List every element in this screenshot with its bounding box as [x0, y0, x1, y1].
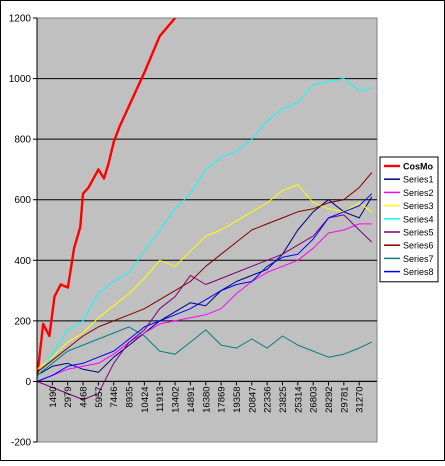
- series-line-series3: [37, 184, 373, 370]
- y-tick-label: 1000: [9, 74, 32, 85]
- legend-label-cosmo: CosMo: [403, 162, 433, 172]
- x-tick-label: 25314: [293, 386, 304, 412]
- y-tick-label: 600: [14, 195, 31, 206]
- x-tick-label: 26803: [309, 386, 320, 412]
- legend-label-series5: Series5: [403, 228, 434, 238]
- series-line-series4: [37, 78, 372, 379]
- x-tick-label: 23825: [278, 386, 289, 412]
- legend-label-series6: Series6: [403, 241, 434, 251]
- legend-label-series3: Series3: [403, 201, 434, 211]
- x-tick-label: 7446: [109, 386, 120, 407]
- x-tick-label: 10424: [140, 386, 151, 412]
- y-tick-label: 1200: [9, 14, 32, 25]
- x-tick-label: 28292: [324, 386, 335, 412]
- series-line-series2: [37, 223, 372, 382]
- y-tick-label: 0: [25, 377, 31, 388]
- axes: -200 0 200 400 600 800 1000 1200 1490 2979 4468 595…: [9, 14, 377, 449]
- series-line-series8: [37, 193, 373, 382]
- x-tick-label: 14891: [186, 386, 197, 412]
- legend-label-series8: Series8: [403, 267, 434, 277]
- x-tick-label: 1490: [48, 386, 59, 407]
- series-line-series5: [37, 214, 373, 401]
- y-tick-label: -200: [11, 438, 31, 449]
- x-tick-label: 16380: [201, 386, 212, 412]
- x-tick-label: 4468: [79, 386, 90, 407]
- legend-label-series4: Series4: [403, 214, 434, 224]
- x-tick-label: 5957: [94, 386, 105, 407]
- legend-label-series1: Series1: [403, 175, 434, 185]
- x-tick-label: 17869: [217, 386, 228, 412]
- y-tick-label: 200: [14, 316, 31, 327]
- x-tick-label: 13402: [171, 386, 182, 412]
- x-tick-label: 22336: [263, 386, 274, 412]
- x-tick-label: 2979: [63, 386, 74, 407]
- y-tick-label: 800: [14, 135, 31, 146]
- x-tick-label: 8935: [125, 386, 136, 407]
- x-tick-label: 11913: [155, 386, 166, 412]
- series-lines: [37, 18, 373, 401]
- series-line-series6: [37, 172, 373, 373]
- series-line-cosmo: [37, 18, 177, 379]
- x-tick-label: 29781: [339, 386, 350, 412]
- series-line-series1: [37, 196, 373, 376]
- y-tick-label: 400: [14, 256, 31, 267]
- x-tick-label: 31270: [355, 386, 366, 412]
- series-line-series7: [37, 326, 373, 376]
- legend-label-series2: Series2: [403, 188, 434, 198]
- x-tick-label: 19358: [232, 386, 243, 412]
- plot-area: [36, 17, 378, 443]
- x-tick-label: 20847: [247, 386, 258, 412]
- legend-label-series7: Series7: [403, 254, 434, 264]
- legend: CosMo Series1 Series2 Series3 Series4 Series5…: [379, 156, 439, 283]
